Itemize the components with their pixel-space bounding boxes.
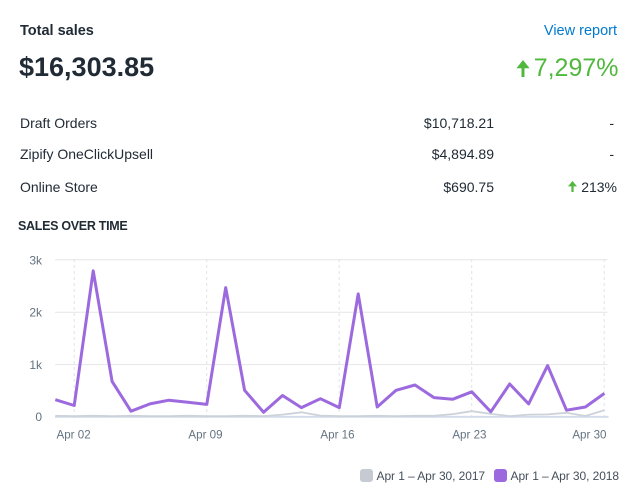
svg-text:Apr 30: Apr 30 bbox=[572, 428, 606, 441]
svg-text:1k: 1k bbox=[29, 358, 43, 372]
svg-text:Apr 23: Apr 23 bbox=[452, 428, 486, 441]
svg-text:3k: 3k bbox=[29, 253, 43, 267]
svg-text:Apr 09: Apr 09 bbox=[188, 428, 222, 441]
svg-text:2k: 2k bbox=[29, 306, 43, 320]
svg-text:0: 0 bbox=[35, 410, 42, 424]
svg-text:Apr 16: Apr 16 bbox=[320, 428, 354, 441]
svg-text:Apr 02: Apr 02 bbox=[57, 428, 91, 441]
